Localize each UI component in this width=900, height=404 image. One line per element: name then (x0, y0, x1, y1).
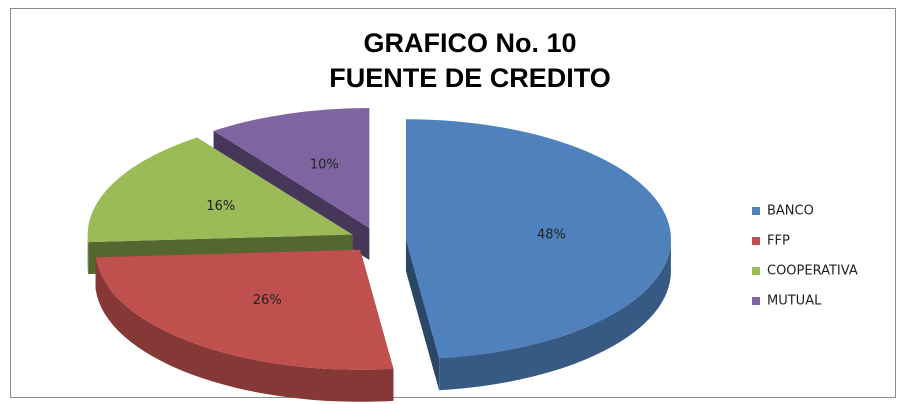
slice-wall (95, 257, 394, 402)
legend-swatch (752, 297, 760, 305)
slice-top (95, 249, 394, 370)
slice (405, 119, 671, 391)
legend-label: COOPERATIVA (767, 264, 858, 279)
slice-wall (439, 239, 671, 391)
legend-swatch (752, 207, 760, 215)
slice-side (405, 239, 440, 391)
value-label: 26% (253, 293, 282, 308)
legend-swatch (752, 237, 760, 245)
legend-label: FFP (767, 234, 790, 249)
value-label: 48% (537, 228, 566, 243)
slice-top (87, 137, 353, 243)
slice-top (405, 119, 671, 359)
legend-swatch (752, 267, 760, 275)
value-label: 16% (206, 199, 235, 214)
chart-title: GRAFICO No. 10 (363, 28, 576, 58)
legend-label: BANCO (767, 204, 814, 219)
slice-wall (87, 234, 89, 275)
legend-label: MUTUAL (767, 294, 822, 309)
slice (95, 249, 394, 402)
chart-subtitle: FUENTE DE CREDITO (329, 63, 611, 93)
value-label: 10% (310, 158, 339, 173)
slice-top (213, 107, 370, 228)
